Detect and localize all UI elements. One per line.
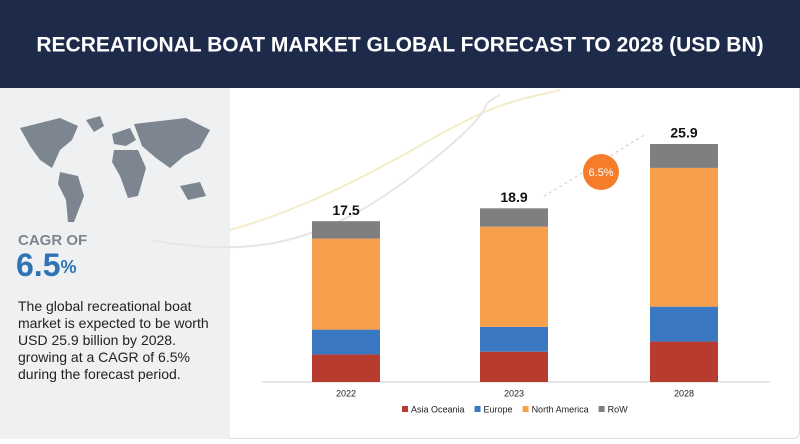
swoosh xyxy=(149,94,501,249)
bar-segment xyxy=(480,208,548,227)
cagr-number: 6.5 xyxy=(16,247,60,283)
bar-segment xyxy=(650,144,718,168)
x-tick-label: 2028 xyxy=(674,388,694,398)
connector xyxy=(543,133,647,197)
legend-label: RoW xyxy=(608,404,629,414)
bar-segment xyxy=(650,341,718,382)
total-label: 17.5 xyxy=(332,202,359,218)
legend-label: Europe xyxy=(484,404,513,414)
cagr-value: 6.5% xyxy=(16,247,77,283)
x-tick-label: 2022 xyxy=(336,388,356,398)
legend-label: North America xyxy=(532,404,589,414)
description: The global recreational boat market is e… xyxy=(18,298,209,382)
bar-segment xyxy=(312,354,380,382)
legend-swatch xyxy=(598,406,605,412)
total-label: 18.9 xyxy=(500,189,527,205)
legend-swatch xyxy=(402,406,408,412)
bar-segment xyxy=(312,238,380,330)
bar-segment xyxy=(480,326,548,352)
world-map xyxy=(20,116,210,222)
cagr-unit: % xyxy=(60,257,76,277)
x-tick-label: 2023 xyxy=(504,388,524,398)
legend-swatch xyxy=(522,406,529,412)
cagr-annotation: 6.5% xyxy=(588,167,613,179)
bar-segment xyxy=(650,306,718,342)
bar-segment xyxy=(480,351,548,382)
bar-segment xyxy=(312,329,380,355)
bar-segment xyxy=(650,167,718,307)
bar-segment xyxy=(480,226,548,327)
cagr-label: CAGR OF xyxy=(18,232,87,249)
swoosh xyxy=(229,89,561,231)
bar-segment xyxy=(312,221,380,239)
header xyxy=(0,0,800,88)
legend-swatch xyxy=(474,406,481,412)
title: RECREATIONAL BOAT MARKET GLOBAL FORECAST… xyxy=(36,34,763,57)
cagr-bubble xyxy=(583,154,619,190)
legend-label: Asia Oceania xyxy=(411,404,465,414)
total-label: 25.9 xyxy=(670,125,697,141)
